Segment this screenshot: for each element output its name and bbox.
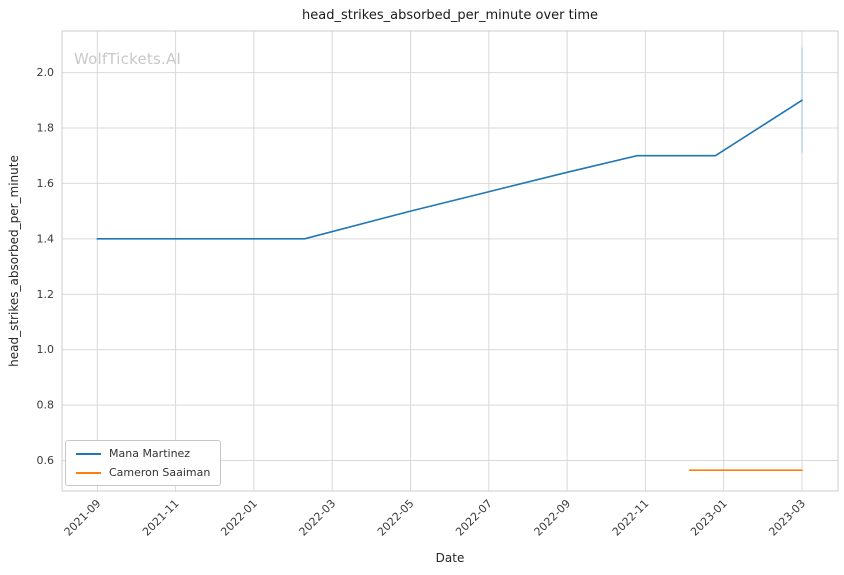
y-tick-label: 1.6 xyxy=(37,177,55,190)
x-tick-label: 2022-03 xyxy=(297,497,339,539)
legend-item-cameron-saaiman: Cameron Saaiman xyxy=(76,466,210,479)
plot-border xyxy=(61,30,839,492)
legend-label: Cameron Saaiman xyxy=(109,466,211,479)
legend-line-sample-icon xyxy=(76,452,101,455)
chart-title: head_strikes_absorbed_per_minute over ti… xyxy=(302,8,598,23)
x-tick-label: 2021-11 xyxy=(140,497,182,539)
x-tick-label: 2022-05 xyxy=(375,497,417,539)
y-tick-label: 1.0 xyxy=(37,343,55,356)
y-tick-label: 0.6 xyxy=(37,454,55,467)
series-line-mana-martinez xyxy=(96,99,803,240)
x-tick-label: 2021-09 xyxy=(62,497,104,539)
legend: Mana Martinez Cameron Saaiman xyxy=(65,440,222,486)
y-tick-label: 1.8 xyxy=(37,121,55,134)
y-tick-label: 1.2 xyxy=(37,288,55,301)
legend-label: Mana Martinez xyxy=(109,447,191,460)
legend-line-sample-icon xyxy=(76,471,101,474)
x-tick-label: 2022-07 xyxy=(453,497,495,539)
x-tick-label: 2022-11 xyxy=(610,497,652,539)
x-tick-label: 2023-01 xyxy=(688,497,730,539)
y-tick-label: 0.8 xyxy=(37,399,55,412)
x-tick-label: 2022-09 xyxy=(532,497,574,539)
x-axis-label: Date xyxy=(435,551,465,565)
y-axis-label: head_strikes_absorbed_per_minute xyxy=(7,155,21,367)
x-tick-label: 2023-03 xyxy=(766,497,808,539)
x-tick-label: 2022-01 xyxy=(218,497,260,539)
legend-item-mana-martinez: Mana Martinez xyxy=(76,447,210,460)
y-tick-label: 2.0 xyxy=(37,66,55,79)
watermark: WolfTickets.AI xyxy=(74,50,182,68)
y-tick-label: 1.4 xyxy=(37,232,55,245)
